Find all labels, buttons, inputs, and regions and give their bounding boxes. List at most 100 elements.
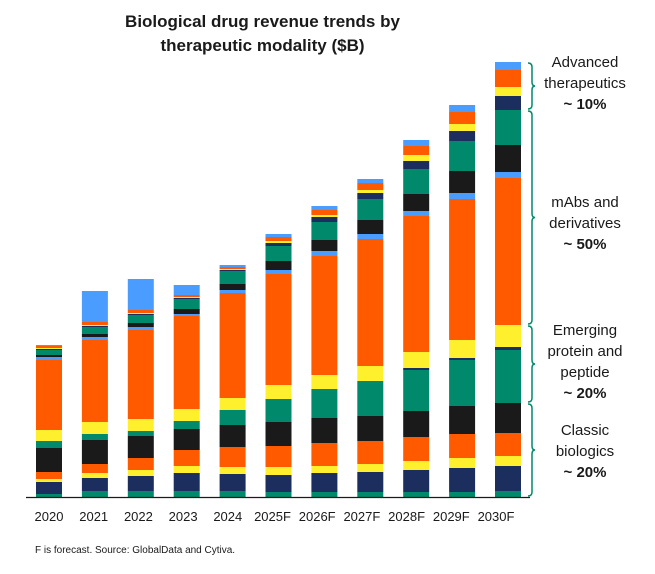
bar-segment bbox=[36, 448, 62, 472]
bar-segment bbox=[357, 234, 384, 239]
bar-segment bbox=[127, 491, 154, 497]
bar-segment bbox=[219, 447, 246, 467]
bar-segment bbox=[127, 458, 154, 470]
x-tick-label: 2030F bbox=[478, 509, 515, 524]
bar-segment bbox=[403, 370, 430, 411]
bar-segment bbox=[357, 193, 384, 199]
bar-segment bbox=[495, 178, 521, 325]
bar-segment bbox=[403, 368, 430, 370]
bar-segment bbox=[357, 441, 384, 464]
bar-segment bbox=[403, 155, 430, 161]
bar-segment bbox=[357, 472, 384, 492]
x-tick-label: 2021 bbox=[79, 509, 108, 524]
bar-segment bbox=[495, 491, 521, 497]
group-bracket bbox=[527, 325, 536, 403]
bar-segment bbox=[36, 482, 62, 494]
bar-segment bbox=[495, 403, 521, 433]
bar-segment bbox=[173, 421, 200, 429]
bar-segment bbox=[36, 357, 62, 360]
bar-segment bbox=[311, 240, 338, 251]
bar-segment bbox=[173, 314, 200, 316]
bar-segment bbox=[219, 290, 246, 293]
group-label-mabs: mAbs and derivatives ~ 50% bbox=[535, 192, 635, 255]
bar-segment bbox=[127, 470, 154, 476]
bar-segment bbox=[449, 358, 476, 360]
bar-segment bbox=[265, 446, 292, 467]
bar-segment bbox=[36, 346, 62, 348]
bar-segment bbox=[81, 434, 108, 440]
group-share: ~ 50% bbox=[563, 236, 607, 253]
bar-segment bbox=[403, 194, 430, 211]
bar-segment bbox=[219, 269, 246, 270]
bar-segment bbox=[495, 110, 521, 145]
bar-segment bbox=[219, 284, 246, 290]
bar-segment bbox=[173, 450, 200, 466]
bar-segment bbox=[311, 217, 338, 222]
bar-segment bbox=[173, 409, 200, 421]
bar-segment bbox=[357, 492, 384, 497]
bar-segment bbox=[219, 265, 246, 267]
chart-title: Biological drug revenue trends by therap… bbox=[60, 10, 465, 58]
bar-segment bbox=[81, 440, 108, 464]
group-label-line: peptide bbox=[560, 364, 610, 381]
x-tick-label: 2027F bbox=[343, 509, 380, 524]
group-label-line: derivatives bbox=[549, 215, 621, 232]
bar-segment bbox=[81, 326, 108, 327]
bar-segment bbox=[219, 425, 246, 447]
bar-segment bbox=[265, 270, 292, 274]
bar-segment bbox=[357, 179, 384, 183]
bar-segment bbox=[219, 410, 246, 425]
bar-segment bbox=[219, 270, 246, 271]
bar-segment bbox=[219, 271, 246, 284]
bar-segment bbox=[81, 422, 108, 434]
bar-segment bbox=[495, 70, 521, 87]
bar-segment bbox=[311, 210, 338, 215]
bar-segment bbox=[81, 478, 108, 491]
group-label-advanced-therapeutics: Advanced therapeutics ~ 10% bbox=[535, 52, 635, 115]
bar-segment bbox=[219, 474, 246, 491]
bar-segment bbox=[265, 241, 292, 243]
bar-segment bbox=[311, 466, 338, 473]
bar-segment bbox=[265, 274, 292, 385]
bar-segment bbox=[449, 492, 476, 497]
bar-segment bbox=[81, 337, 108, 340]
bar-segment bbox=[449, 360, 476, 406]
bar-segment bbox=[495, 456, 521, 466]
bar-segment bbox=[265, 467, 292, 475]
bar-segment bbox=[219, 293, 246, 398]
x-tick-label: 2020 bbox=[35, 509, 64, 524]
bar-segment bbox=[495, 350, 521, 403]
group-share: ~ 20% bbox=[563, 464, 607, 481]
bar-segment bbox=[127, 323, 154, 327]
bar-segment bbox=[265, 243, 292, 246]
bar-segment bbox=[403, 437, 430, 461]
bar-segment bbox=[357, 220, 384, 234]
bar-segment bbox=[265, 475, 292, 492]
bar-segment bbox=[495, 347, 521, 350]
bar-segment bbox=[36, 350, 62, 355]
bar-segment bbox=[127, 313, 154, 314]
bar-segment bbox=[311, 222, 338, 240]
bar-segment bbox=[219, 467, 246, 474]
bar-segment bbox=[449, 458, 476, 468]
bar-segment bbox=[173, 297, 200, 298]
x-tick-label: 2029F bbox=[433, 509, 470, 524]
bar-segment bbox=[36, 494, 62, 497]
group-label-line: Classic bbox=[560, 422, 610, 439]
bar-segment bbox=[127, 327, 154, 330]
bar-segment bbox=[495, 62, 521, 70]
bar-segment bbox=[265, 234, 292, 237]
bar-segment bbox=[81, 473, 108, 478]
bar-segment bbox=[173, 466, 200, 473]
bar-segment bbox=[127, 419, 154, 431]
bar-segment bbox=[495, 433, 521, 456]
bar-segment bbox=[449, 193, 476, 199]
bar-segment bbox=[173, 316, 200, 409]
bar-segment bbox=[81, 325, 108, 326]
bar-segment bbox=[449, 171, 476, 193]
bar-segment bbox=[449, 406, 476, 434]
bar-segment bbox=[36, 355, 62, 357]
bar-segment bbox=[357, 416, 384, 441]
group-share: ~ 20% bbox=[563, 385, 607, 402]
